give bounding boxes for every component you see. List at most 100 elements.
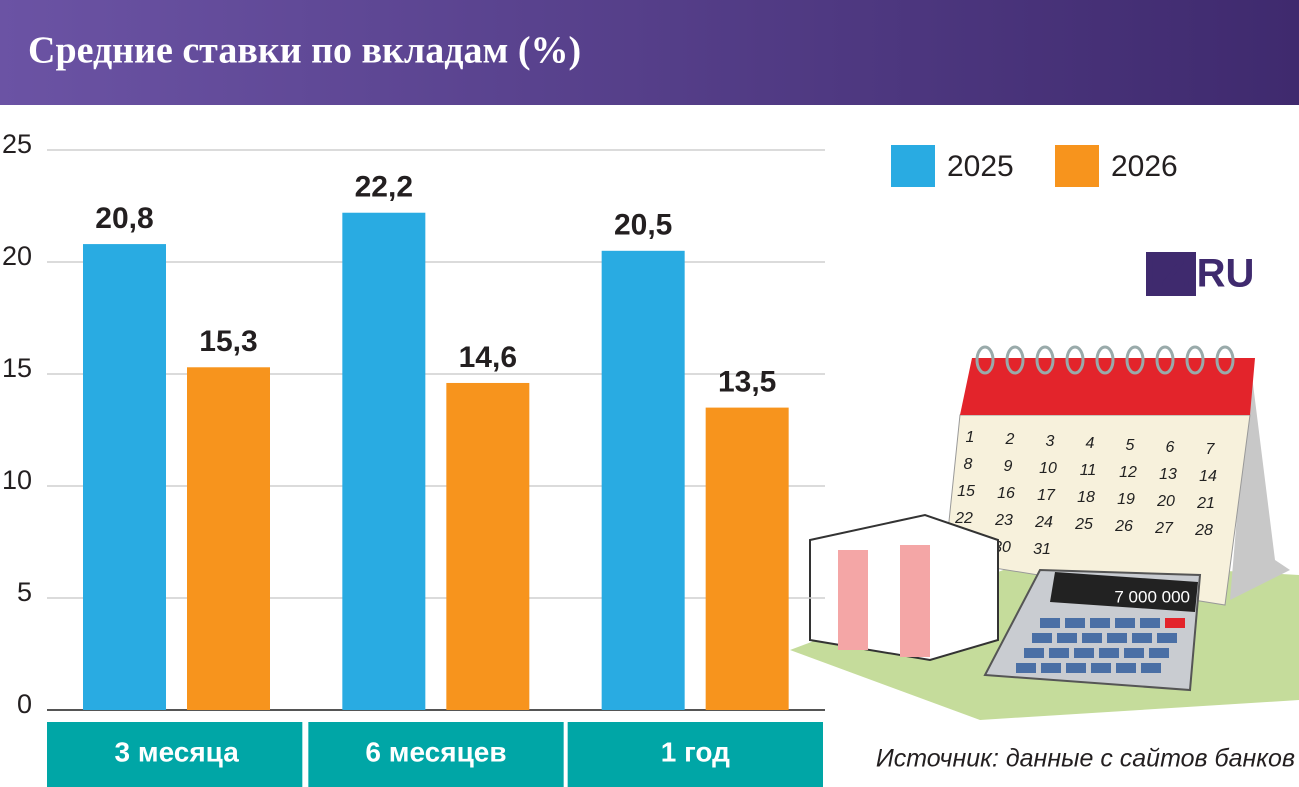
calendar-day: 15 (957, 483, 975, 500)
y-tick-label: 5 (17, 577, 32, 607)
bar (83, 244, 166, 710)
calculator-key (1065, 618, 1085, 628)
calendar-day: 22 (954, 510, 973, 527)
calendar-day: 6 (1166, 439, 1175, 456)
calculator-key (1032, 633, 1052, 643)
bar (601, 250, 685, 711)
calculator-key (1157, 633, 1177, 643)
bar (342, 212, 426, 710)
calendar-day: 7 (1206, 441, 1216, 458)
calculator-key (1082, 633, 1102, 643)
calendar-day: 17 (1037, 487, 1056, 504)
calendar-day: 1 (966, 429, 975, 446)
calculator-key (1057, 633, 1077, 643)
header (0, 0, 1299, 105)
logo: IZ.RU (1146, 252, 1254, 296)
calendar-day: 13 (1159, 466, 1177, 483)
calendar-day: 8 (964, 456, 973, 473)
calendar-day: 23 (994, 512, 1013, 529)
calendar-day: 4 (1086, 435, 1095, 452)
money-band (838, 550, 868, 650)
calendar-top (960, 358, 1255, 415)
calendar-day: 26 (1114, 518, 1133, 535)
calculator-key (1141, 663, 1161, 673)
y-tick-label: 0 (17, 689, 32, 719)
calendar-day: 3 (1046, 433, 1055, 450)
x-tick-label: 6 месяцев (365, 736, 506, 767)
calendar-day: 9 (1004, 458, 1013, 475)
calculator-key (1116, 663, 1136, 673)
legend-swatch (891, 145, 935, 187)
calendar-day: 18 (1077, 489, 1095, 506)
calendar-day: 20 (1156, 493, 1175, 510)
money-band (900, 545, 930, 657)
calendar-ring (1095, 345, 1115, 375)
calendar-ring (975, 345, 995, 375)
calculator-key (1090, 618, 1110, 628)
calculator-key (1024, 648, 1044, 658)
category-band (308, 722, 564, 787)
bar (187, 367, 270, 710)
calendar-ring (1215, 345, 1235, 375)
calendar-ring (1185, 345, 1205, 375)
chart-title: Средние ставки по вкладам (%) (28, 30, 581, 72)
calculator-key (1049, 648, 1069, 658)
calendar-day: 25 (1074, 516, 1093, 533)
calculator-key (1165, 618, 1185, 628)
category-band (567, 722, 823, 787)
calendar-day: 16 (997, 485, 1015, 502)
calendar-day: 12 (1119, 464, 1137, 481)
legend-label: 2025 (947, 150, 1014, 183)
value-label: 14,6 (459, 341, 517, 374)
x-tick-label: 3 месяца (115, 736, 240, 767)
calendar-day: 21 (1196, 495, 1215, 512)
value-label: 20,8 (95, 202, 153, 235)
category-band (47, 722, 303, 787)
calendar-day: 14 (1199, 468, 1217, 485)
bar (705, 407, 789, 710)
legend-label: 2026 (1111, 150, 1178, 183)
y-tick-label: 25 (2, 129, 32, 159)
logo-text: IZ.RU (1150, 252, 1254, 296)
calculator-key (1149, 648, 1169, 658)
source: Источник: данные с сайтов банков (876, 745, 1295, 773)
legend-swatch (1055, 145, 1099, 187)
calendar-day: 28 (1194, 522, 1213, 539)
calendar-day: 19 (1117, 491, 1135, 508)
calculator-key (1066, 663, 1086, 673)
y-tick-label: 20 (2, 241, 32, 271)
calculator-key (1132, 633, 1152, 643)
calculator-key (1099, 648, 1119, 658)
calendar-ring (1065, 345, 1085, 375)
calculator-key (1040, 618, 1060, 628)
calendar-day: 11 (1080, 462, 1097, 479)
calculator-key (1091, 663, 1111, 673)
calculator-display (1050, 572, 1198, 612)
calendar-day: 2 (1005, 431, 1015, 448)
calculator-key (1140, 618, 1160, 628)
calendar-day: 24 (1034, 514, 1053, 531)
calendar-day: 10 (1039, 460, 1057, 477)
bar (446, 382, 530, 710)
calculator-text: 7 000 000 (1114, 587, 1190, 606)
calendar-ring (1005, 345, 1025, 375)
y-tick-label: 15 (2, 353, 32, 383)
calendar-ring (1035, 345, 1055, 375)
x-tick-label: 1 год (661, 736, 730, 767)
calendar-day: 31 (1033, 541, 1051, 558)
value-label: 20,5 (614, 209, 672, 242)
calendar-day: 27 (1154, 520, 1174, 537)
calculator-key (1016, 663, 1036, 673)
calendar-ring (1125, 345, 1145, 375)
calculator-key (1041, 663, 1061, 673)
calculator-key (1074, 648, 1094, 658)
value-label: 15,3 (199, 325, 257, 358)
calendar-day: 5 (1126, 437, 1135, 454)
calculator-key (1115, 618, 1135, 628)
calculator-key (1107, 633, 1127, 643)
calendar-ring (1155, 345, 1175, 375)
value-label: 22,2 (355, 171, 413, 204)
calculator-key (1124, 648, 1144, 658)
